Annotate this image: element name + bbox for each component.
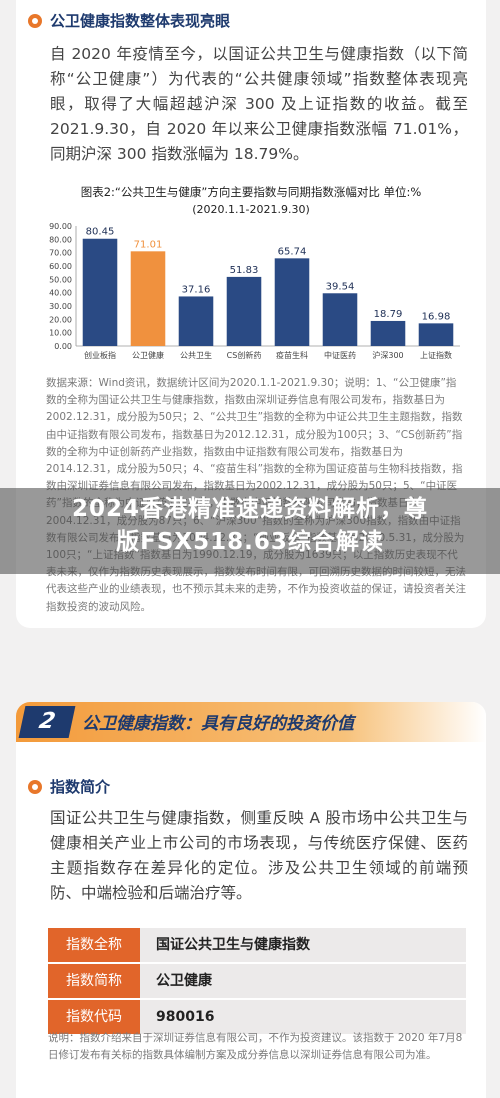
bar bbox=[322, 293, 358, 346]
bar-value-label: 16.98 bbox=[422, 311, 451, 322]
overlay-line-2: 版FSX518.63综合解读 bbox=[116, 529, 384, 555]
y-tick-label: 0.00 bbox=[54, 342, 72, 351]
row-label: 指数全称 bbox=[48, 928, 140, 962]
table-row: 指数全称 国证公共卫生与健康指数 bbox=[48, 928, 466, 962]
row-value: 980016 bbox=[140, 1000, 466, 1034]
x-tick-label: 创业板指 bbox=[84, 350, 116, 360]
section-number: 2 bbox=[18, 706, 76, 738]
section-title: 公卫健康指数整体表现亮眼 bbox=[50, 12, 231, 30]
y-tick-label: 80.00 bbox=[49, 235, 72, 244]
index-info-table: 指数全称 国证公共卫生与健康指数 指数简称 公卫健康 指数代码 980016 bbox=[48, 928, 466, 1036]
y-tick-label: 30.00 bbox=[49, 302, 72, 311]
chart-subtitle: (2020.1.1-2021.9.30) bbox=[192, 203, 310, 216]
table-note: 说明：指数介绍来自于深圳证券信息有限公司，不作为投资建议。该指数于 2020 年… bbox=[48, 1032, 463, 1061]
bar bbox=[130, 251, 166, 346]
overlay-text: 2024香港精准速递资料解析，尊 版FSX518.63综合解读 bbox=[0, 493, 500, 559]
title-overlay bbox=[0, 488, 500, 574]
bullet-icon bbox=[28, 13, 42, 28]
x-tick-label: 公卫健康 bbox=[132, 350, 164, 360]
bar-value-label: 51.83 bbox=[230, 265, 259, 276]
bar-value-label: 18.79 bbox=[374, 309, 403, 320]
bar-value-label: 39.54 bbox=[326, 281, 355, 292]
table-row: 指数代码 980016 bbox=[48, 1000, 466, 1034]
section-banner bbox=[16, 702, 486, 742]
bar-chart: 90.00 80.00 70.00 60.00 50.00 40.00 30.00 20.00… bbox=[49, 222, 460, 360]
chart-title: 图表2:“公共卫生与健康”方向主要指数与同期指数涨幅对比 单位:% bbox=[80, 185, 422, 199]
y-tick-label: 20.00 bbox=[49, 315, 72, 324]
bar bbox=[274, 258, 310, 346]
bullet-icon bbox=[28, 779, 42, 794]
intro-paragraph: 国证公共卫生与健康指数，侧重反映 A 股市场中公共卫生与健康相关产业上市公司的市… bbox=[50, 809, 468, 902]
x-tick-label: CS创新药 bbox=[227, 350, 262, 360]
x-tick-label: 公共卫生 bbox=[180, 350, 212, 360]
y-tick-label: 50.00 bbox=[49, 275, 72, 284]
y-tick-label: 90.00 bbox=[49, 222, 72, 231]
bar bbox=[226, 276, 262, 346]
overlay-line-1: 2024香港精准速递资料解析，尊 bbox=[71, 496, 428, 522]
y-tick-label: 60.00 bbox=[49, 262, 72, 271]
section-header-1: 公卫健康指数整体表现亮眼 bbox=[28, 10, 230, 31]
bar-value-label: 80.45 bbox=[86, 227, 115, 238]
row-value: 公卫健康 bbox=[140, 964, 466, 998]
bar bbox=[418, 323, 454, 346]
x-tick-label: 疫苗生科 bbox=[276, 350, 308, 360]
bar-value-label: 71.01 bbox=[134, 239, 163, 250]
row-label: 指数代码 bbox=[48, 1000, 140, 1034]
banner-title: 公卫健康指数：具有良好的投资价值 bbox=[82, 714, 354, 734]
row-label: 指数简称 bbox=[48, 964, 140, 998]
x-tick-label: 沪深300 bbox=[372, 350, 403, 360]
bar bbox=[178, 296, 214, 346]
section-paragraph: 自 2020 年疫情至今，以国证公共卫生与健康指数（以下简称“公卫健康”）为代表… bbox=[50, 45, 468, 163]
bar-value-label: 65.74 bbox=[278, 246, 307, 257]
y-tick-label: 70.00 bbox=[49, 249, 72, 258]
bar bbox=[82, 238, 118, 346]
bar bbox=[370, 320, 406, 346]
bar-value-label: 37.16 bbox=[182, 284, 211, 295]
subsection-title: 指数简介 bbox=[50, 778, 111, 796]
y-tick-label: 40.00 bbox=[49, 289, 72, 298]
row-value: 国证公共卫生与健康指数 bbox=[140, 928, 466, 962]
x-tick-label: 中证医药 bbox=[324, 350, 356, 360]
x-tick-label: 上证指数 bbox=[420, 350, 452, 360]
y-tick-label: 10.00 bbox=[49, 329, 72, 338]
table-row: 指数简称 公卫健康 bbox=[48, 964, 466, 998]
subsection-header: 指数简介 bbox=[28, 776, 110, 797]
